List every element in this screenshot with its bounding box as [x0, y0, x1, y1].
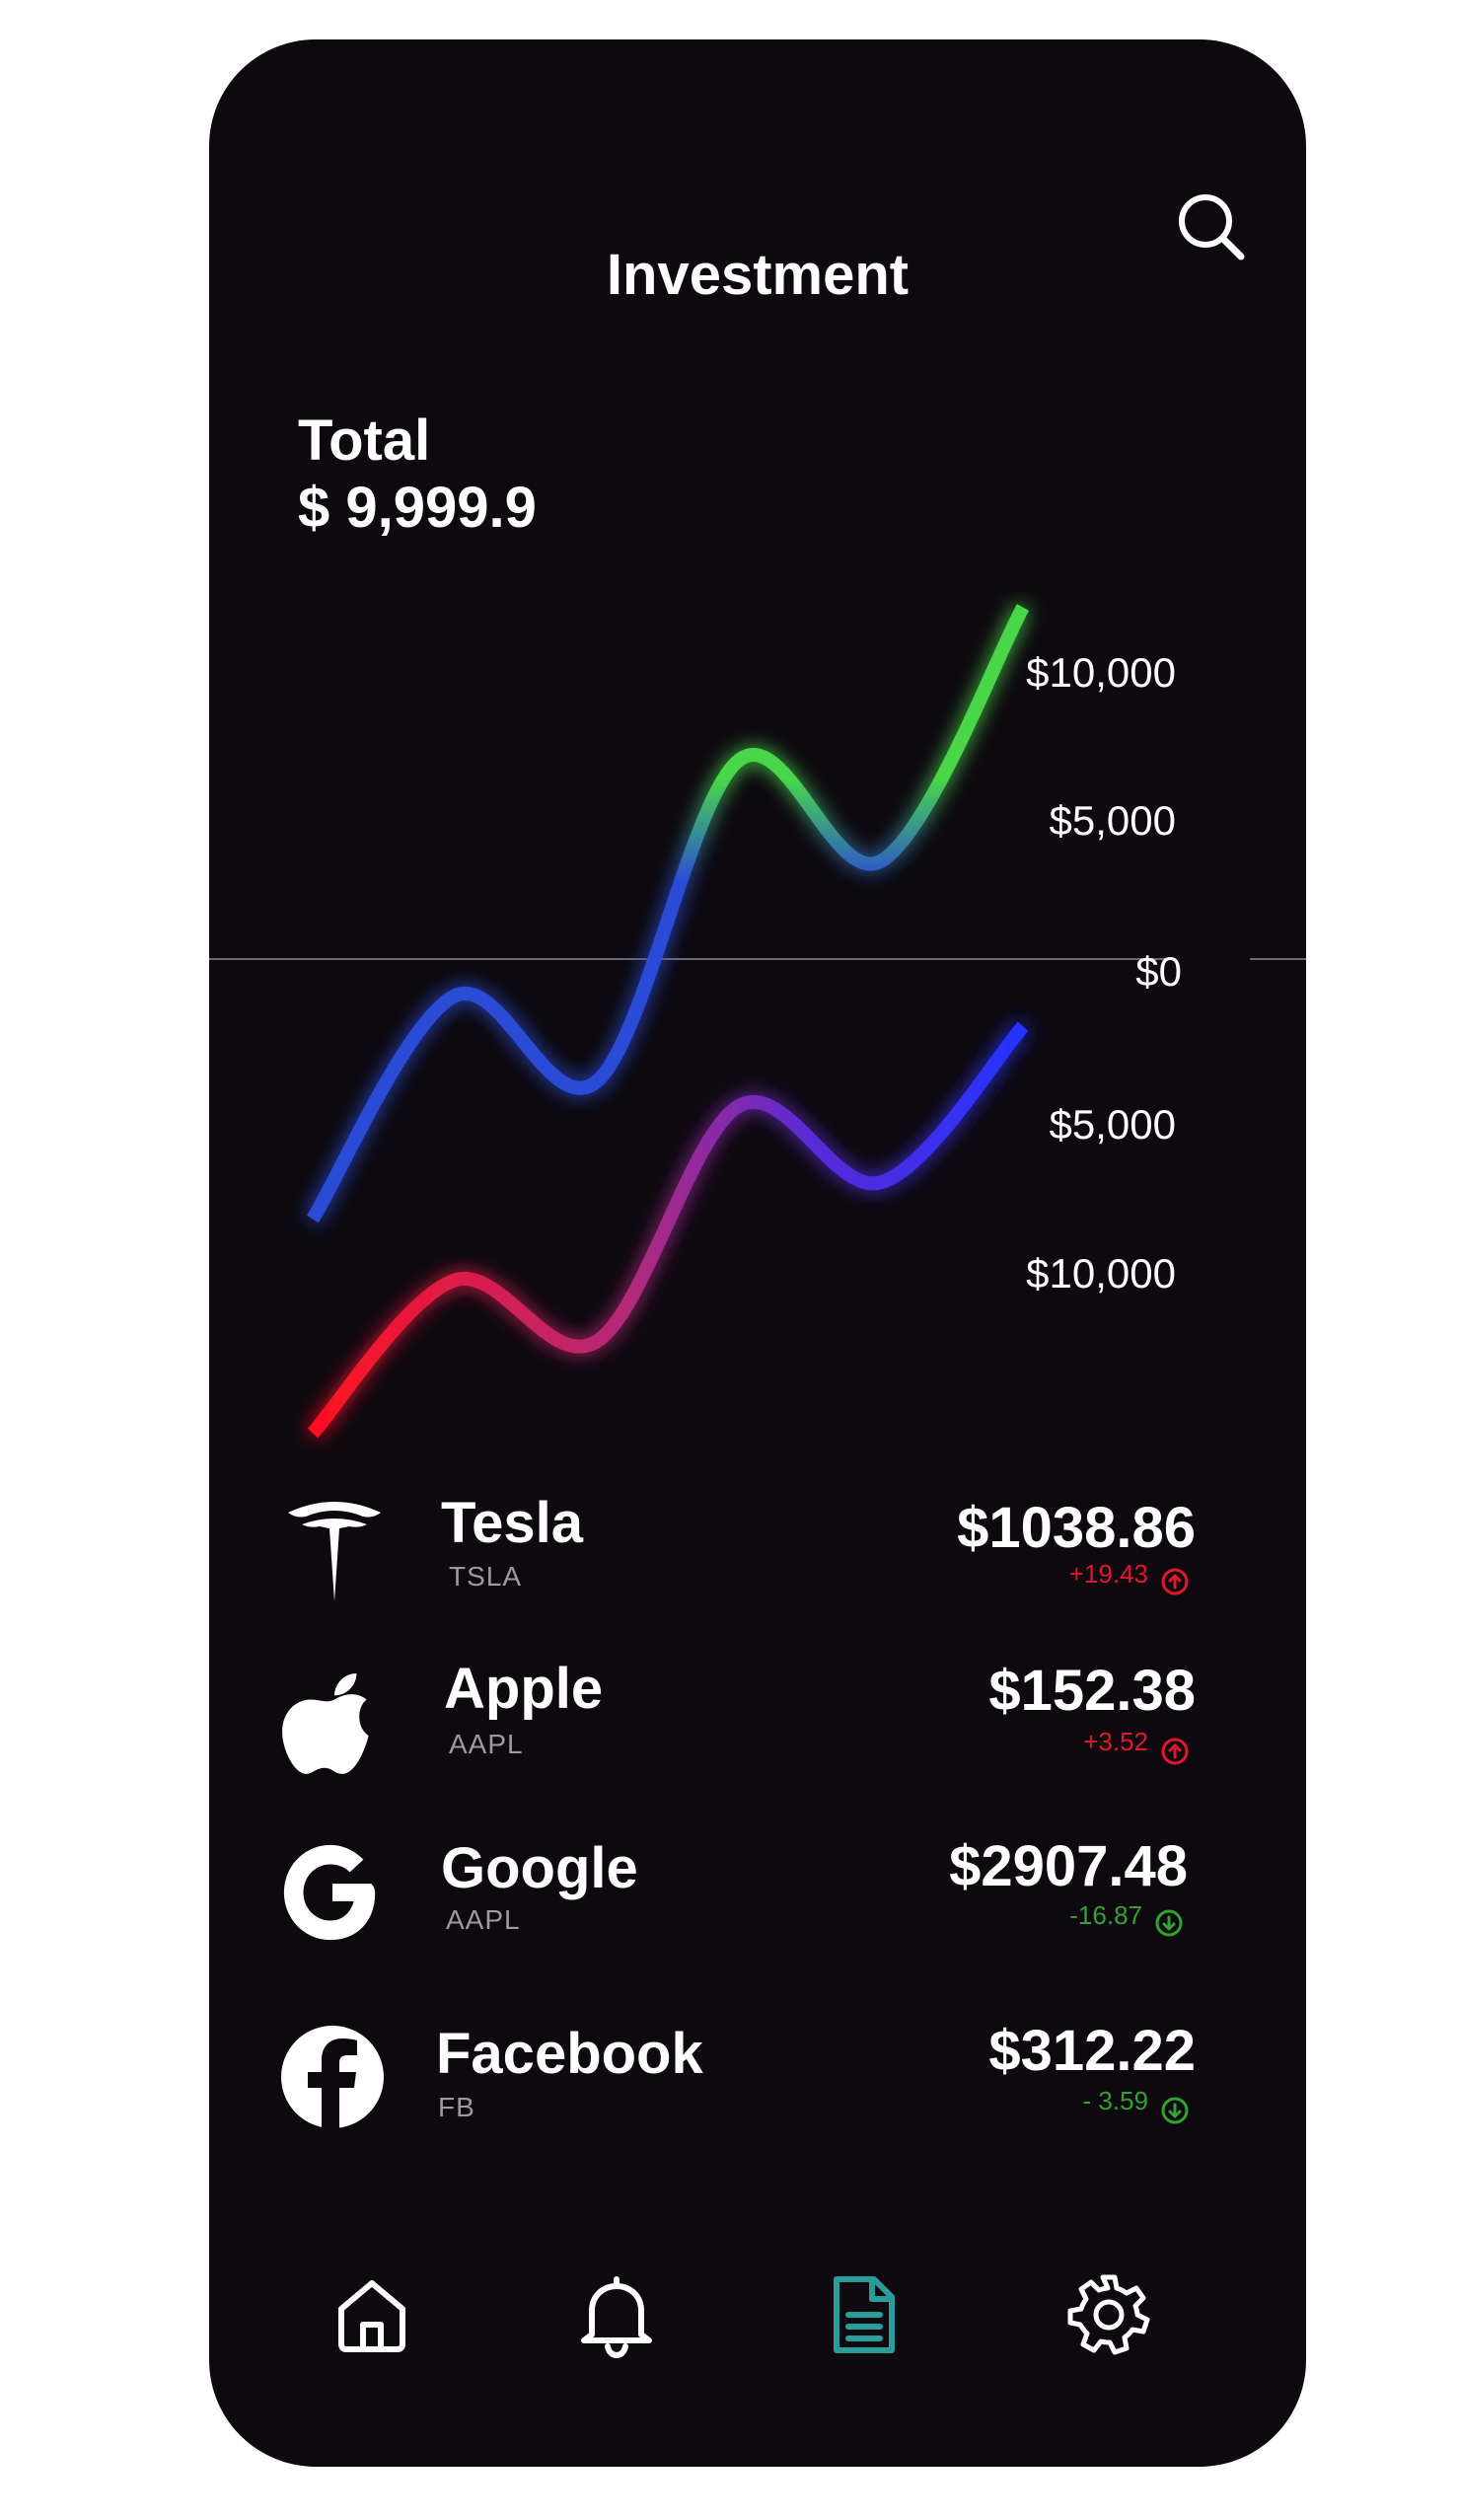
document-icon: [834, 2276, 895, 2353]
stock-change: -16.87: [1069, 1900, 1142, 1930]
nav-settings-button[interactable]: [1064, 2269, 1153, 2358]
page-title: Investment: [606, 243, 910, 307]
stock-price: $2907.48: [949, 1834, 1188, 1898]
stock-ticker: TSLA: [449, 1561, 523, 1592]
axis-label-top: $10,000: [1026, 649, 1176, 696]
axis-label-bottom: $10,000: [1026, 1250, 1176, 1297]
stock-row-apple[interactable]: Apple AAPL $152.38 +3.52: [209, 1657, 1306, 1825]
stock-name: Facebook: [436, 2022, 703, 2086]
stock-price: $312.22: [988, 2019, 1196, 2083]
chart-series-line-1: [307, 604, 1030, 1223]
axis-label-upper: $5,000: [1049, 797, 1176, 844]
search-button[interactable]: [1172, 187, 1251, 266]
axis-label-zero: $0: [1135, 948, 1182, 995]
stock-change: +19.43: [1068, 1559, 1148, 1589]
nav-documents-button[interactable]: [819, 2269, 908, 2358]
investment-chart: [209, 604, 1306, 1439]
stock-row-tesla[interactable]: Tesla TSLA $1038.86 +19.43: [209, 1490, 1306, 1658]
gear-icon: [1067, 2274, 1150, 2355]
nav-home-button[interactable]: [328, 2269, 416, 2358]
nav-notifications-button[interactable]: [572, 2269, 661, 2359]
phone-screen: Investment Total $ 9,999.9: [209, 39, 1306, 2467]
arrow-down-icon: [1161, 2097, 1189, 2124]
stock-change: - 3.59: [1082, 2086, 1149, 2115]
search-icon: [1179, 194, 1245, 260]
home-icon: [338, 2280, 405, 2352]
arrow-up-icon: [1161, 1738, 1189, 1765]
stock-row-google[interactable]: Google AAPL $2907.48 -16.87: [209, 1834, 1306, 2003]
stock-name: Google: [441, 1836, 638, 1900]
stock-ticker: FB: [438, 2092, 475, 2122]
facebook-logo-icon: [281, 2026, 384, 2129]
arrow-up-icon: [1161, 1568, 1189, 1595]
stock-ticker: AAPL: [449, 1729, 524, 1759]
stock-row-facebook[interactable]: Facebook FB $312.22 - 3.59: [209, 2013, 1306, 2181]
stock-change: +3.52: [1083, 1727, 1148, 1756]
stock-price: $1038.86: [957, 1496, 1196, 1560]
tesla-logo-icon: [288, 1502, 381, 1601]
chart-series-line-2: [307, 1021, 1029, 1439]
google-logo-icon: [283, 1844, 376, 1941]
total-label: Total: [298, 408, 431, 473]
axis-label-lower: $5,000: [1049, 1101, 1176, 1148]
apple-logo-icon: [282, 1673, 369, 1774]
bell-icon: [581, 2276, 652, 2359]
stock-ticker: AAPL: [446, 1904, 521, 1935]
stock-name: Tesla: [441, 1491, 584, 1555]
stock-name: Apple: [444, 1657, 604, 1721]
stock-price: $152.38: [988, 1659, 1196, 1723]
total-value: $ 9,999.9: [298, 476, 537, 540]
arrow-down-icon: [1155, 1909, 1183, 1937]
